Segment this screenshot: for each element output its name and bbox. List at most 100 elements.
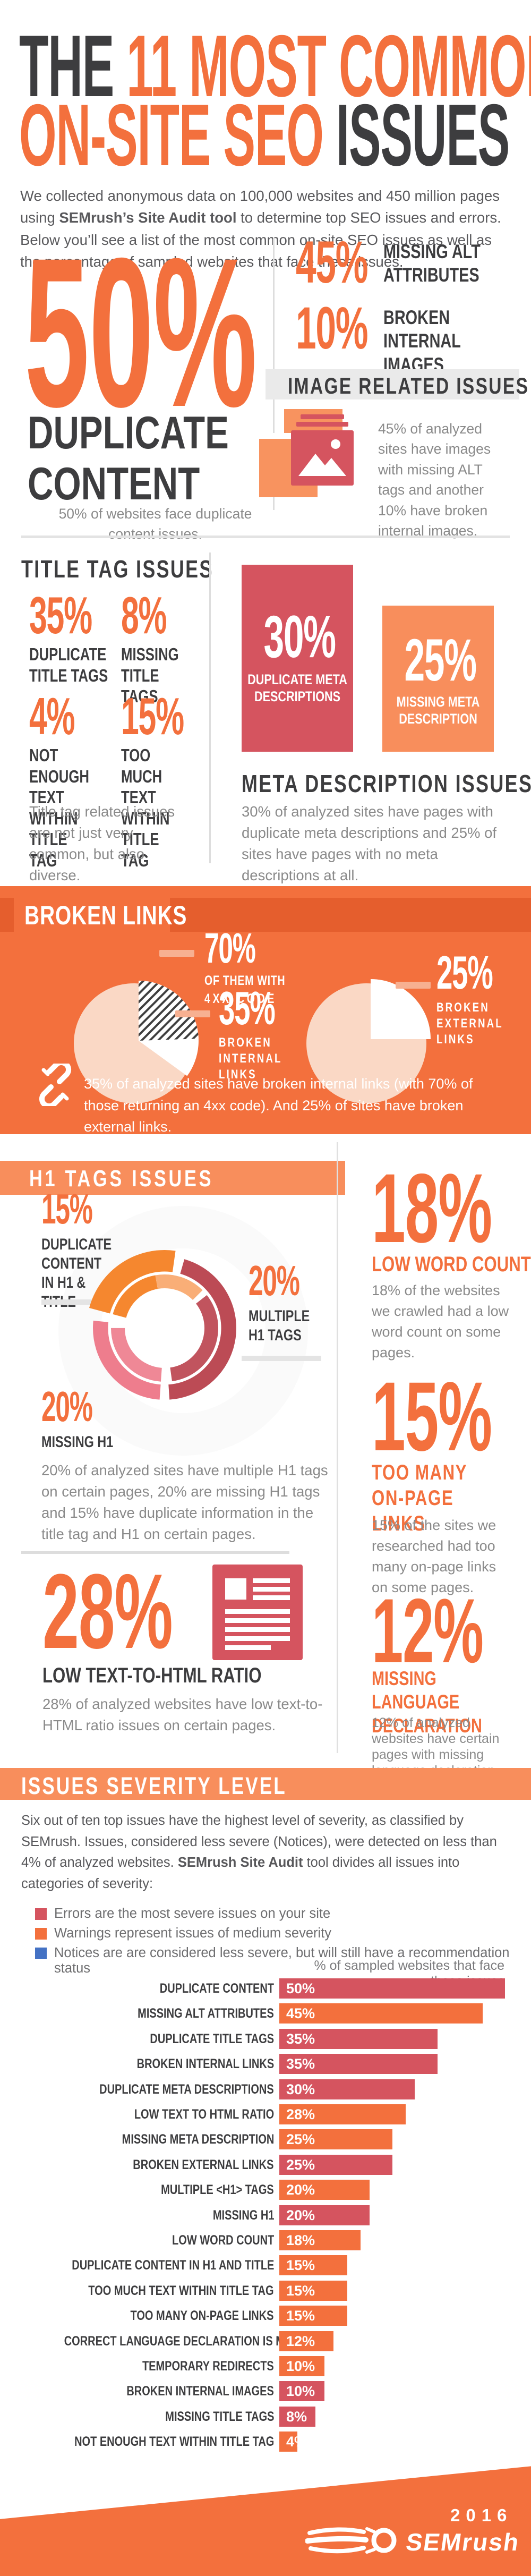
broken-links-band-left — [0, 898, 14, 932]
image-related-issues-title: IMAGE RELATED ISSUES — [288, 373, 529, 399]
callout-dash-35 — [175, 1010, 210, 1017]
chart-bar: 8% — [279, 2407, 315, 2427]
severity-para1: Six out of ten top issues have the highe… — [21, 1813, 497, 1871]
stat-toomuch-value: 15% — [121, 687, 184, 745]
stat-h1-missing-value: 20% — [41, 1383, 93, 1430]
stat-notenough-value: 4% — [29, 687, 75, 745]
stat-h1-dup-label: DUPLICATE CONTENT IN H1 & TITLE — [41, 1236, 112, 1311]
chart-bar: 45% — [279, 2003, 483, 2024]
severity-para2: tool divides all issues into categories … — [21, 1855, 460, 1891]
chart-row-label: MISSING META DESCRIPTION — [122, 2132, 274, 2147]
title-on-site-seo: ON-SITE SEO — [19, 86, 336, 184]
legend-warnings-text: Warnings represent issues of medium seve… — [54, 1926, 332, 1941]
text-html-caption: 28% of analyzed websites have low text-t… — [42, 1696, 323, 1733]
broken-links-heading: BROKEN LINKS — [24, 900, 187, 930]
chart-row-label: BROKEN EXTERNAL LINKS — [133, 2157, 274, 2172]
chart-bar: 18% — [279, 2230, 361, 2250]
stat-broken-external-label3: LINKS — [436, 1032, 475, 1047]
chart-bar: 35% — [279, 2029, 438, 2049]
stat-duplicate-content-value: 50% — [24, 214, 257, 451]
meta-bar-duplicate-value: 30% — [263, 603, 336, 670]
stat-duplicate-content-label2: CONTENT — [28, 458, 200, 509]
callout-dash-25 — [396, 982, 431, 989]
chart-row-label: DUPLICATE META DESCRIPTIONS — [99, 2082, 274, 2097]
meta-bar-missing-value: 25% — [404, 627, 477, 693]
chart-bar: 25% — [279, 2129, 392, 2149]
broken-external-links-pie — [306, 979, 431, 1103]
chart-row-label: CORRECT LANGUAGE DECLARATION IS MISSING — [64, 2334, 321, 2349]
chart-row-label: TOO MANY ON-PAGE LINKS — [130, 2308, 274, 2323]
h1-tags-caption: 20% of analyzed sites have multiple H1 t… — [41, 1462, 328, 1542]
chart-bar: 12% — [279, 2331, 333, 2351]
intro-part2: to determine top SEO issues and errors. … — [20, 209, 501, 270]
stat-4xx-label1: OF THEM WITH — [204, 973, 286, 988]
stat-lang-value: 12% — [372, 1580, 484, 1682]
severity-banner — [0, 1768, 531, 1800]
chart-row-label: BROKEN INTERNAL LINKS — [136, 2056, 274, 2071]
severity-bar-chart: DUPLICATE CONTENT 50% MISSING ALT ATTRIBU… — [0, 1978, 531, 2456]
image-related-issues-banner: IMAGE RELATED ISSUES — [266, 369, 529, 399]
chart-bar: 20% — [279, 2180, 370, 2200]
legend-swatch-notices — [35, 1948, 47, 1959]
chart-row-label: DUPLICATE TITLE TAGS — [150, 2031, 274, 2046]
intro-part1: We collected anonymous data on 100,000 w… — [20, 188, 500, 226]
stat-text-html-label: LOW TEXT-TO-HTML RATIO — [42, 1664, 262, 1687]
stat-broken-internal-label3: LINKS — [219, 1067, 257, 1082]
severity-para-bold: SEMrush Site Audit — [177, 1855, 303, 1871]
stat-toomuch-label: TOO MUCH TEXT WITHIN TITLE TAG — [121, 745, 170, 870]
stat-opl-label: TOO MANY ON-PAGE LINKS — [372, 1461, 467, 1535]
stat-lwc-label: LOW WORD COUNT — [372, 1253, 531, 1276]
meta-description-caption: 30% of analyzed sites have pages with du… — [242, 803, 497, 883]
stat-missing-title-value: 8% — [121, 586, 167, 644]
stat-broken-external-label1: BROKEN — [436, 1000, 490, 1015]
underline-h1-dup — [41, 1299, 104, 1305]
footer-year: 2016 — [450, 2505, 513, 2525]
opl-caption: 15% of the sites we researched had too m… — [372, 1517, 496, 1596]
title-11-most-common: 11 MOST COMMON — [126, 17, 531, 115]
broken-chain-icon — [39, 1064, 72, 1106]
duplicate-content-caption: 50% of websites face duplicate content i… — [58, 506, 252, 542]
stat-h1-dup-value: 15% — [41, 1185, 93, 1232]
chart-bar: 15% — [279, 2281, 347, 2301]
chart-bar: 15% — [279, 2306, 347, 2326]
underline-h1-multi — [242, 1356, 321, 1361]
stat-lang-label: MISSING LANGUAGE DECLARATION — [372, 1668, 482, 1737]
stat-duplicate-content-label1: DUPLICATE — [28, 407, 229, 458]
stat-h1-multi-value: 20% — [249, 1257, 300, 1304]
stat-missing-alt-value: 45% — [296, 229, 369, 295]
stat-broken-external-label: BROKEN EXTERNAL LINKS — [436, 1000, 503, 1048]
h1-issues-donut — [87, 1250, 243, 1406]
stat-4xx-value: 70% — [204, 924, 256, 972]
chart-row-label: NOT ENOUGH TEXT WITHIN TITLE TAG — [74, 2434, 274, 2449]
title-tag-issues-heading: TITLE TAG ISSUES — [21, 555, 213, 583]
meta-bar-duplicate: 30% DUPLICATE META DESCRIPTIONS — [242, 565, 353, 752]
intro-paragraph: We collected anonymous data on 100,000 w… — [20, 185, 511, 273]
meta-bar-duplicate-label: DUPLICATE META DESCRIPTIONS — [247, 671, 347, 705]
broken-links-band-right — [170, 898, 531, 932]
stat-broken-internal-label2: INTERNAL — [219, 1051, 282, 1066]
divider-horizontal-a — [21, 535, 510, 538]
page-title-line2: ON-SITE SEO ISSUES — [19, 91, 510, 179]
broken-internal-links-pie — [74, 981, 199, 1103]
stat-broken-external-label2: EXTERNAL — [436, 1016, 503, 1031]
chart-bar: 30% — [279, 2079, 415, 2099]
stat-broken-internal-label1: BROKEN — [219, 1035, 272, 1050]
chart-row-label: BROKEN INTERNAL IMAGES — [126, 2384, 274, 2399]
chart-row-label: TEMPORARY REDIRECTS — [142, 2359, 274, 2374]
stat-notenough-label: NOT ENOUGH TEXT WITHIN TITLE TAG — [29, 745, 89, 870]
lwc-caption: 18% of the websites we crawled had a low… — [372, 1282, 509, 1361]
chart-row-label: MISSING TITLE TAGS — [165, 2409, 274, 2424]
legend-notices-text: Notices are are considered less severe, … — [54, 1945, 510, 1976]
h1-tags-banner — [0, 1161, 345, 1195]
divider-vertical-b — [209, 552, 211, 863]
severity-heading: ISSUES SEVERITY LEVEL — [21, 1772, 287, 1799]
page-title-line1: THE 11 MOST COMMON — [19, 22, 531, 110]
chart-bar: 10% — [279, 2381, 324, 2401]
chart-bar: 28% — [279, 2104, 406, 2124]
stat-text-html-value: 28% — [42, 1552, 173, 1671]
chart-bar: 35% — [279, 2054, 438, 2074]
stat-missing-alt-label: MISSING ALT ATTRIBUTES — [383, 241, 481, 286]
stat-opl-value: 15% — [372, 1362, 492, 1472]
document-icon — [212, 1565, 303, 1660]
